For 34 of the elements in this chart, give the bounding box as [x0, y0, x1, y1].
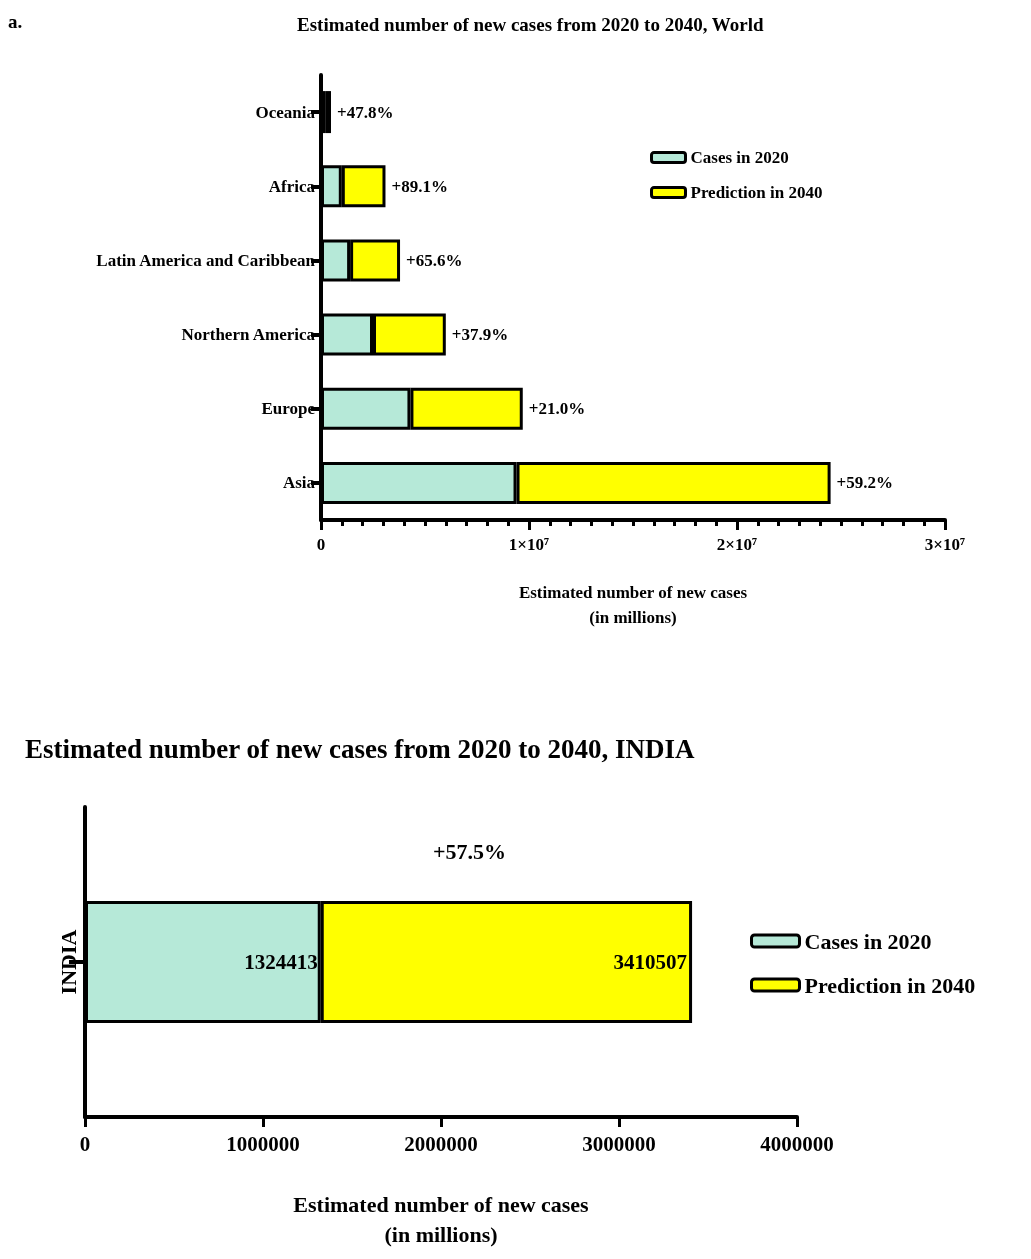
y-tick-label: Europe	[261, 399, 316, 419]
y-tick-label: Oceania	[255, 102, 316, 122]
x-tick-label: 1×10⁷	[508, 535, 550, 554]
data-label: 1324413	[244, 950, 318, 974]
annotation: +59.2%	[836, 473, 894, 493]
text: a.	[8, 11, 23, 32]
bar	[325, 91, 331, 134]
chart-title: Estimated number of new cases from 2020 to 2040, INDIA	[25, 733, 695, 764]
annotation: +47.8%	[336, 102, 394, 122]
x-tick-label: 2000000	[404, 1131, 478, 1156]
text: +57.5%	[433, 838, 507, 864]
legend-label: Cases in 2020	[804, 928, 932, 954]
x-tick-label: 0	[316, 535, 326, 554]
chart-title: Estimated number of new cases from 2020 to 2040, World	[297, 14, 764, 35]
annotation: +65.6%	[406, 250, 463, 270]
annotation: +37.9%	[451, 325, 509, 345]
y-tick-label: INDIA	[55, 929, 81, 995]
x-tick-label: 1000000	[226, 1131, 300, 1156]
x-tick-label: 2×10⁷	[716, 535, 758, 554]
x-tick-label: 0	[79, 1131, 91, 1156]
annotation: +21.0%	[528, 399, 586, 419]
x-axis-title: Estimated number of new cases (in millions)	[293, 1191, 590, 1247]
y-tick-label: Africa	[268, 176, 316, 196]
x-axis-title: Estimated number of new cases (in millions)	[518, 583, 748, 627]
x-tick-label: 4000000	[760, 1131, 834, 1156]
y-tick-label: Latin America and Caribbean	[96, 250, 316, 270]
annotation: +89.1%	[391, 176, 448, 196]
y-tick-label: Northern America	[181, 325, 316, 345]
x-tick-label: 3000000	[582, 1131, 656, 1156]
annotation: 3410507	[613, 950, 688, 974]
legend-label: Prediction in 2040	[690, 183, 823, 202]
legend-label: Cases in 2020	[690, 148, 789, 167]
legend-label: Prediction in 2040	[804, 972, 976, 998]
x-tick-label: 3×10⁷	[924, 535, 966, 554]
